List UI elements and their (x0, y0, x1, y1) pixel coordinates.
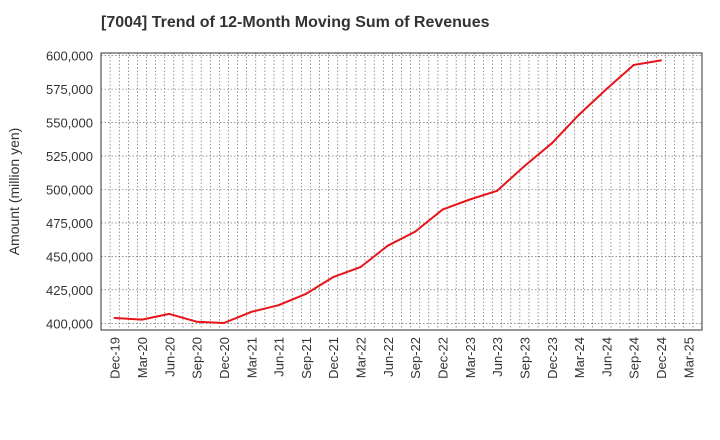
data-point (496, 189, 499, 192)
y-tick-label: 500,000 (46, 182, 93, 197)
y-tick-label: 450,000 (46, 249, 93, 264)
data-point (441, 208, 444, 211)
data-point (113, 316, 116, 319)
y-axis-title: Amount (million yen) (6, 128, 22, 256)
data-point (359, 266, 362, 269)
data-point (632, 64, 635, 67)
x-tick-label: Sep-21 (299, 337, 314, 379)
x-tick-label: Jun-21 (272, 337, 287, 377)
data-point (140, 318, 143, 321)
y-tick-label: 475,000 (46, 216, 93, 231)
y-tick-label: 525,000 (46, 149, 93, 164)
x-tick-label: Mar-21 (244, 337, 259, 378)
data-point (168, 312, 171, 315)
data-point (304, 292, 307, 295)
data-point (523, 165, 526, 168)
x-tick-labels: Dec-19 Mar-20 Jun-20 Sep-20 Dec-20 Mar-21 Jun-… (108, 337, 697, 379)
y-tick-label: 425,000 (46, 283, 93, 298)
data-point (660, 59, 663, 62)
x-tick-label: Dec-19 (108, 337, 123, 379)
x-tick-label: Dec-20 (217, 337, 232, 379)
y-tick-labels: 400,000 425,000 450,000 475,000 500,000 525,0… (46, 49, 93, 332)
y-tick-label: 575,000 (46, 82, 93, 97)
chart-title: [7004] Trend of 12-Month Moving Sum of R… (101, 14, 490, 31)
x-tick-label: Jun-24 (599, 337, 614, 377)
grid (101, 53, 702, 330)
x-tick-label: Mar-24 (572, 337, 587, 378)
x-tick-label: Dec-22 (435, 337, 450, 379)
data-point (550, 142, 553, 145)
series-line (114, 59, 662, 324)
x-tick-label: Sep-20 (190, 337, 205, 379)
x-tick-label: Sep-23 (517, 337, 532, 379)
x-tick-label: Mar-22 (354, 337, 369, 378)
data-point (386, 244, 389, 247)
data-point (332, 276, 335, 279)
x-tick-label: Mar-25 (681, 337, 696, 378)
x-tick-label: Jun-22 (381, 337, 396, 377)
x-tick-label: Sep-22 (408, 337, 423, 379)
y-tick-label: 400,000 (46, 316, 93, 331)
data-point (250, 310, 253, 313)
data-point (277, 304, 280, 307)
y-tick-label: 600,000 (46, 49, 93, 64)
x-tick-label: Mar-23 (463, 337, 478, 378)
series-layer (113, 59, 663, 325)
data-point (414, 230, 417, 233)
data-point (578, 113, 581, 116)
y-tick-label: 550,000 (46, 116, 93, 131)
data-point (605, 88, 608, 91)
x-tick-label: Mar-20 (135, 337, 150, 378)
x-tick-label: Jun-23 (490, 337, 505, 377)
data-point (222, 322, 225, 325)
x-tick-label: Dec-21 (326, 337, 341, 379)
x-tick-label: Dec-24 (654, 337, 669, 379)
x-tick-label: Jun-20 (162, 337, 177, 377)
x-tick-label: Sep-24 (627, 337, 642, 379)
data-point (195, 320, 198, 323)
data-point (468, 198, 471, 201)
x-tick-label: Dec-23 (545, 337, 560, 379)
plot-frame (100, 52, 703, 331)
